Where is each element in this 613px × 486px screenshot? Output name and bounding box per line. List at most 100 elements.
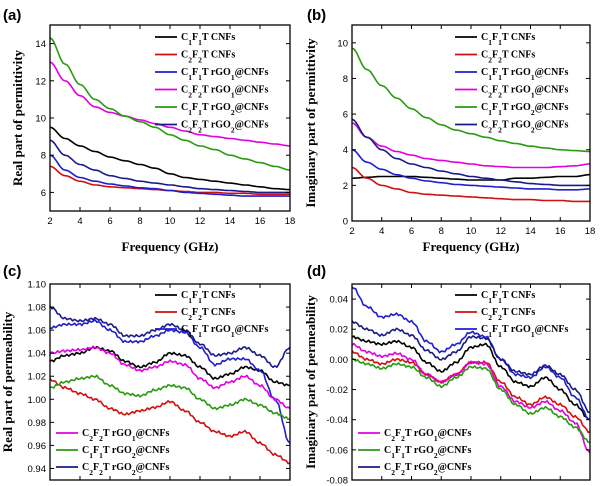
series-line-3 — [50, 154, 290, 197]
y-tick-label: 0.96 — [28, 441, 47, 452]
series-line-1 — [50, 126, 290, 191]
y-tick-label: 1.00 — [28, 395, 47, 406]
y-tick-label: 0.98 — [28, 418, 47, 429]
x-tick-label: 8 — [137, 216, 142, 227]
legend-label: C2F2T rGO2@CNFs — [384, 462, 471, 477]
legend: C1F1T CNFs C2F2T CNFs C1F1T rGO1@CNFs C2F2T… — [56, 290, 268, 477]
y-tick-label: 10 — [35, 114, 46, 125]
y-tick-label: -0.04 — [326, 415, 348, 426]
x-tick-label: 14 — [225, 216, 236, 227]
legend-label: C1F1T rGO1@CNFs — [181, 67, 268, 82]
legend: C1F1T CNFs C2F2T CNFs C1F1T rGO1@CNFs C2F2T… — [358, 290, 568, 477]
legend-label: C1F1T CNFs — [181, 290, 235, 305]
y-axis-label: Imaginary part of permittivity — [303, 38, 318, 208]
series-line-1 — [352, 335, 590, 421]
y-tick-label: 12 — [35, 76, 46, 87]
legend-label: C2F2T rGO1@CNFs — [82, 428, 169, 443]
panel-label: (d) — [307, 263, 326, 280]
legend-label: C1F1T rGO1@CNFs — [481, 324, 568, 339]
series-line-1 — [50, 345, 290, 387]
legend-label: C2F2T rGO1@CNFs — [481, 85, 568, 100]
x-tick-label: 2 — [47, 216, 52, 227]
legend-label: C1F1T CNFs — [481, 32, 535, 47]
y-axis-label: Real part of permeability — [0, 311, 15, 452]
legend-label: C1F1T rGO2@CNFs — [384, 445, 471, 460]
legend-label: C1F1T rGO1@CNFs — [481, 67, 568, 82]
y-tick-label: 10 — [337, 38, 348, 49]
panel-a: (a) 6 8 10 12 14 2 4 6 8 10 12 14 16 18 Frequency (GHz)… — [3, 7, 295, 254]
legend-label: C2F2T rGO2@CNFs — [481, 120, 568, 135]
x-tick-label: 10 — [165, 216, 176, 227]
legend-label: C2F2T rGO2@CNFs — [82, 462, 169, 477]
legend-label: C2F2T CNFs — [181, 50, 235, 65]
y-tick-label: 6 — [343, 110, 348, 121]
series-line-6 — [352, 118, 590, 187]
series-line-3 — [352, 286, 590, 421]
legend-label: C2F2T CNFs — [181, 307, 235, 322]
legend-label: C1F1T rGO1@CNFs — [181, 324, 268, 339]
legend-label: C2F2T rGO1@CNFs — [384, 428, 471, 443]
y-tick-label: -0.02 — [326, 385, 348, 396]
y-tick-label: 0 — [343, 217, 348, 228]
legend-label: C2F2T rGO2@CNFs — [181, 120, 268, 135]
y-tick-label: -0.08 — [326, 476, 348, 486]
x-tick-label: 14 — [525, 226, 536, 237]
series-line-5 — [352, 358, 590, 444]
legend-label: C2F2T CNFs — [481, 307, 535, 322]
x-tick-label: 10 — [466, 226, 477, 237]
x-tick-label: 6 — [409, 226, 414, 237]
series-line-2 — [352, 350, 590, 434]
x-tick-label: 4 — [379, 226, 384, 237]
legend-label: C2F2T CNFs — [481, 50, 535, 65]
series-line-3 — [50, 319, 290, 444]
series-line-2 — [352, 166, 590, 203]
x-tick-label: 18 — [585, 226, 596, 237]
panel-d: (d) -0.08 -0.06 -0.04 -0.02 0.00 0.02 0.04 Imagi… — [303, 263, 591, 486]
x-tick-label: 4 — [77, 216, 82, 227]
y-tick-label: 0.02 — [330, 325, 349, 336]
panel-c: (c) 0.94 0.96 0.98 1.00 1.02 1.04 1.06 1.08 1.10 R… — [0, 263, 291, 481]
y-tick-label: 6 — [41, 188, 46, 199]
legend-label: C1F1T rGO2@CNFs — [181, 102, 268, 117]
series-line-5 — [50, 374, 290, 421]
series-line-5 — [352, 47, 590, 153]
series-line-4 — [50, 61, 290, 147]
y-tick-label: 1.06 — [28, 326, 47, 337]
series-line-4 — [50, 345, 290, 410]
x-tick-label: 2 — [349, 226, 354, 237]
panel-label: (b) — [307, 7, 326, 24]
y-tick-label: 0.04 — [330, 295, 349, 306]
series-line-5 — [50, 37, 290, 171]
y-tick-label: 1.02 — [28, 372, 47, 383]
y-tick-label: 8 — [41, 151, 46, 162]
panel-label: (c) — [3, 263, 21, 280]
x-tick-label: 6 — [107, 216, 112, 227]
x-tick-label: 16 — [255, 216, 266, 227]
x-axis-label: Frequency (GHz) — [122, 239, 219, 254]
legend-label: C2F2T rGO1@CNFs — [181, 85, 268, 100]
series-line-3 — [352, 148, 590, 191]
y-axis-label: Real part of permittivity — [10, 49, 25, 186]
y-tick-label: 1.08 — [28, 303, 47, 314]
legend-label: C1F1T CNFs — [181, 32, 235, 47]
y-tick-label: 4 — [343, 145, 348, 156]
panel-label: (a) — [3, 7, 21, 24]
legend-label: C1F1T CNFs — [481, 290, 535, 305]
series-line-1 — [352, 173, 590, 181]
series-line-6 — [50, 305, 290, 369]
y-tick-label: 14 — [35, 39, 46, 50]
x-tick-label: 16 — [555, 226, 566, 237]
y-tick-label: 2 — [343, 181, 348, 192]
legend-label: C1F1T rGO2@CNFs — [481, 102, 568, 117]
series-line-4 — [352, 122, 590, 169]
series-line-6 — [50, 139, 290, 194]
legend-label: C1F1T rGO2@CNFs — [82, 445, 169, 460]
y-tick-label: 1.04 — [28, 349, 47, 360]
legend: C1F1T CNFs C2F2T CNFs C1F1T rGO1@CNFs C2F2T… — [455, 32, 568, 134]
y-tick-label: 0.94 — [28, 464, 47, 475]
legend: C1F1T CNFs C2F2T CNFs C1F1T rGO1@CNFs C2F2T… — [155, 32, 268, 134]
x-tick-label: 12 — [195, 216, 206, 227]
y-tick-label: 0.00 — [330, 355, 349, 366]
